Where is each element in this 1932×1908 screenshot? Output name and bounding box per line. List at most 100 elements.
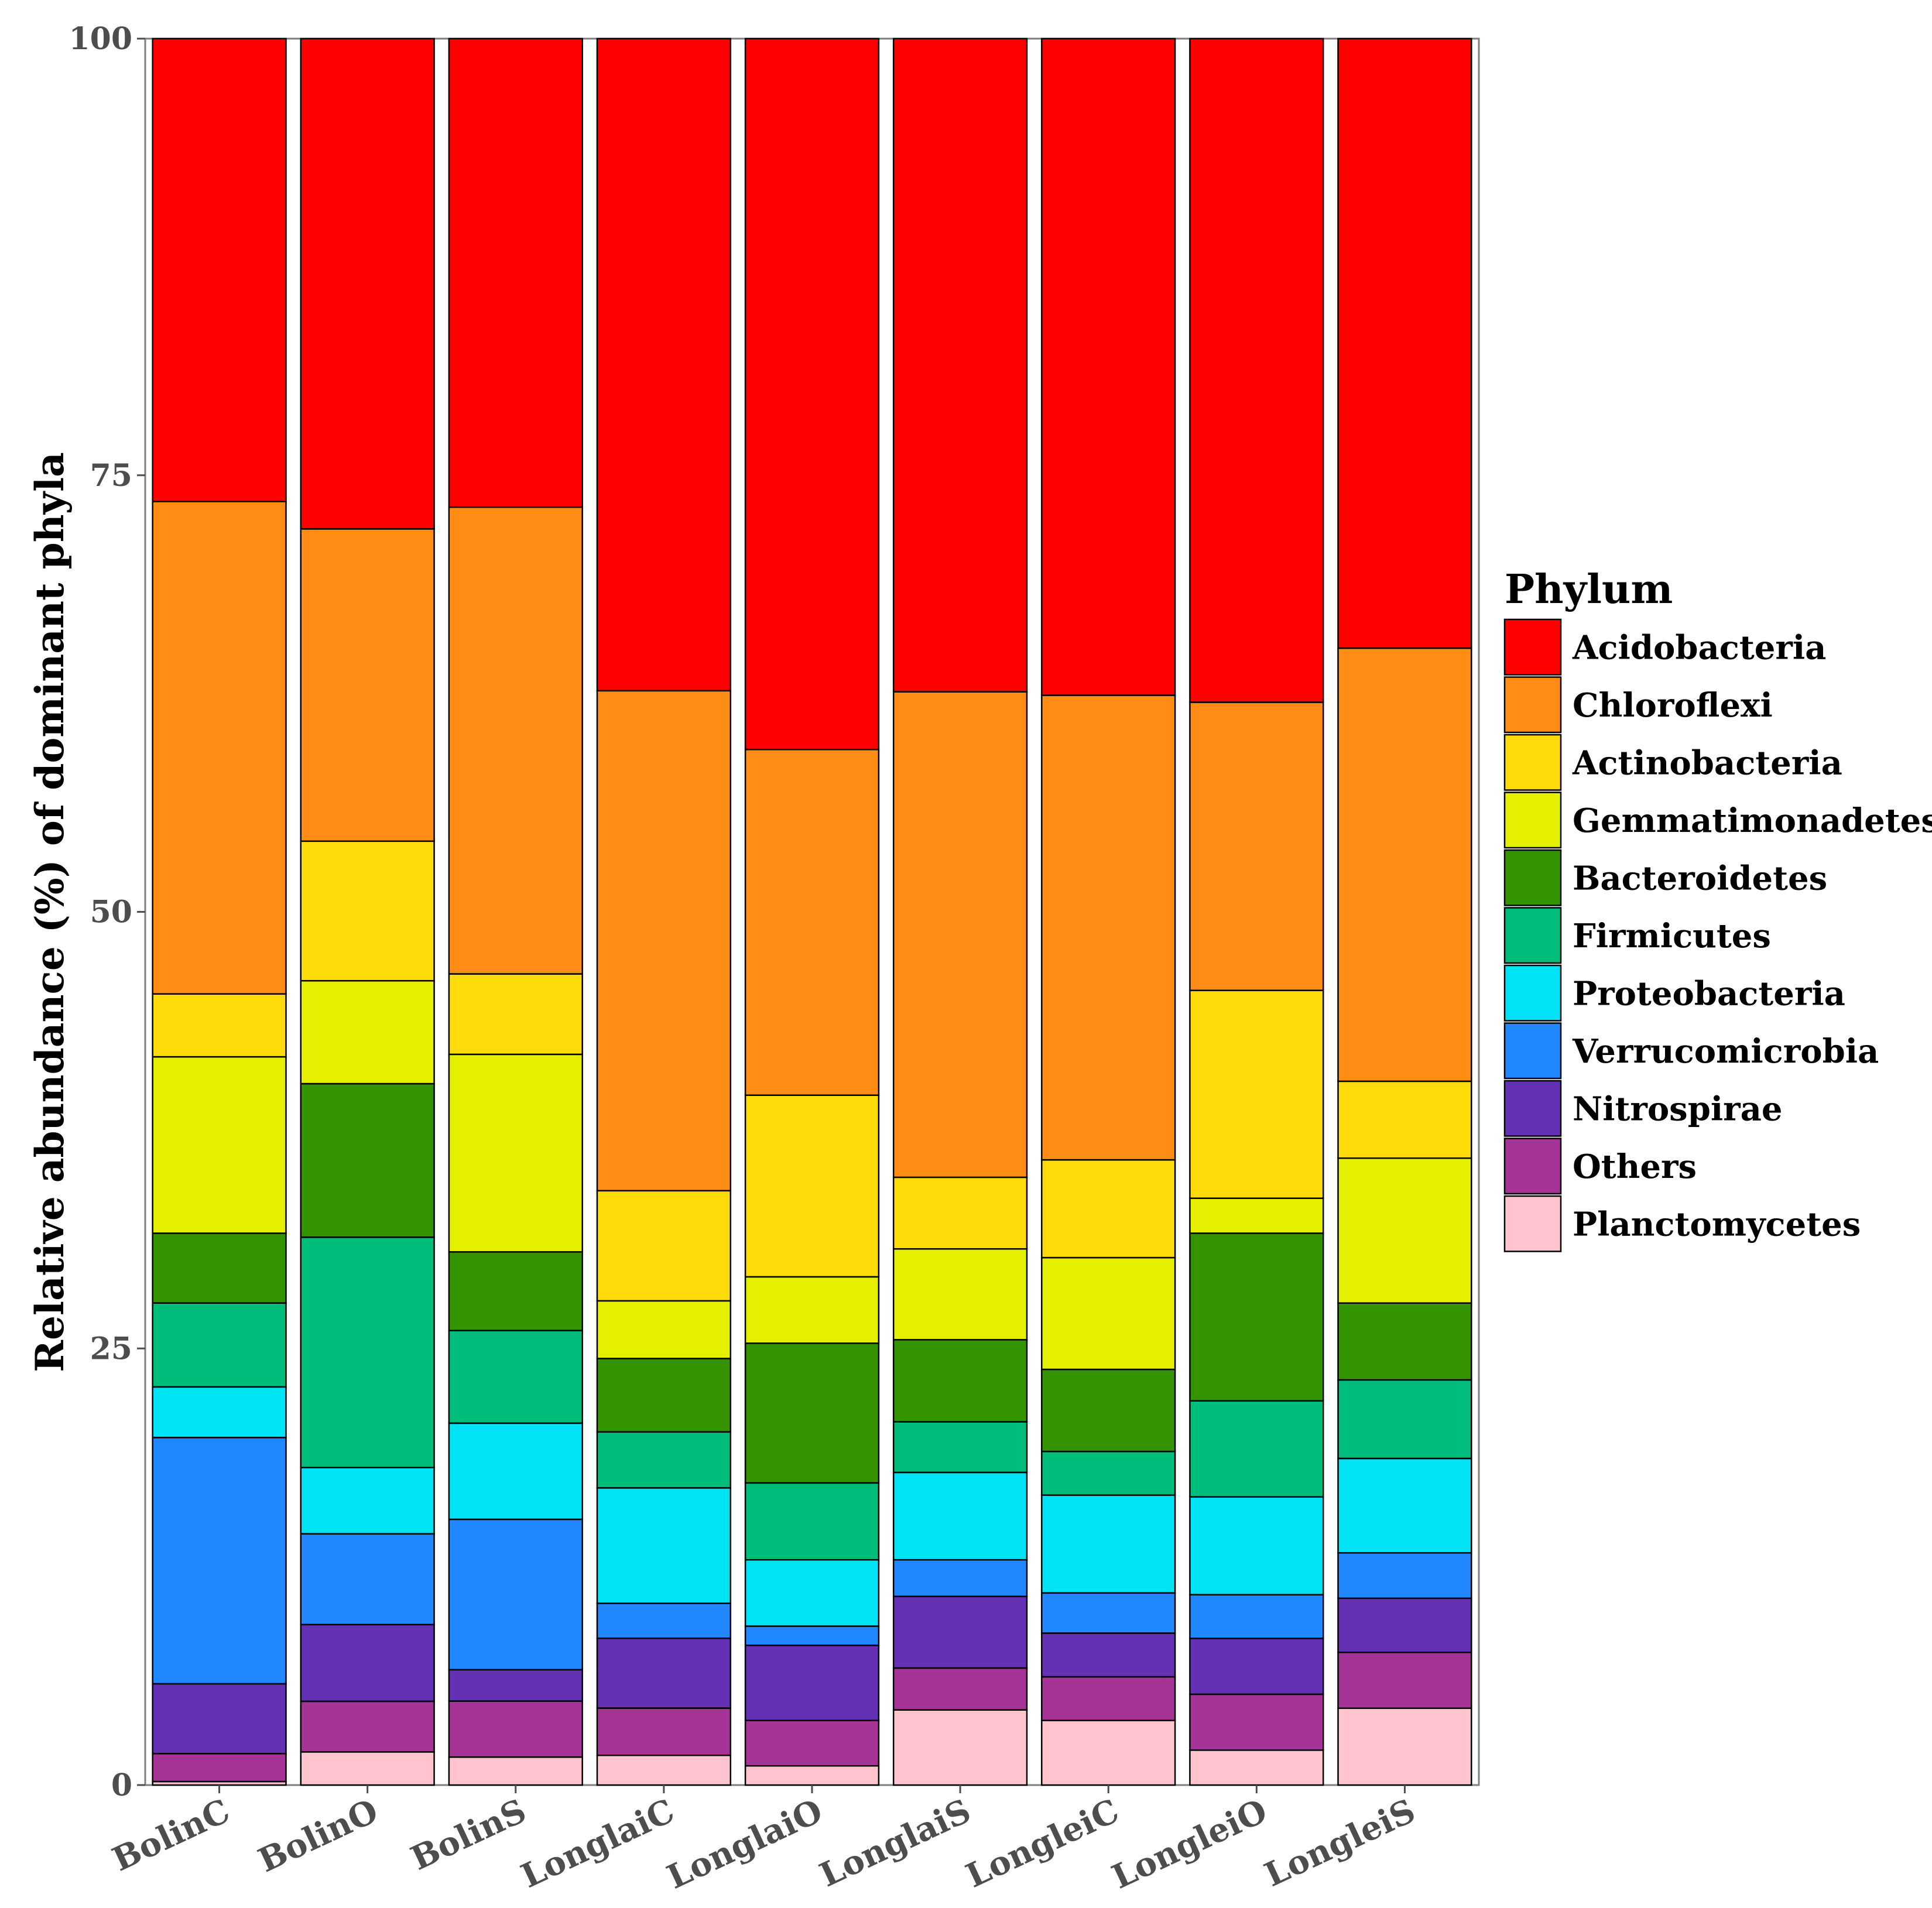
bar-segment-bolinc-nitrospirae (152, 1683, 287, 1755)
bar-segment-bolino-actinobacteria (300, 840, 435, 982)
bar-segment-longlaio-chloroflexi (744, 748, 880, 1096)
bar-segment-bolins-others (448, 1700, 583, 1758)
bar-segment-longlais-verrucomicrobia (892, 1558, 1028, 1598)
bar-segment-longlaic-actinobacteria (596, 1190, 732, 1302)
bar-segment-longlaio-acidobacteria (744, 37, 880, 751)
bar-segment-bolino-verrucomicrobia (300, 1533, 435, 1626)
bar-segment-bolins-planctomycetes (448, 1756, 583, 1786)
bar-segment-bolins-verrucomicrobia (448, 1518, 583, 1671)
bar-segment-longleic-nitrospirae (1041, 1632, 1176, 1678)
bar-segment-longleic-verrucomicrobia (1041, 1592, 1176, 1634)
bar-segment-longleis-actinobacteria (1337, 1080, 1472, 1159)
bar-segment-longleis-bacteroidetes (1337, 1302, 1472, 1381)
legend-key-chloroflexi (1503, 676, 1562, 734)
bar-segment-longleio-planctomycetes (1189, 1749, 1324, 1786)
bar-segment-longlais-proteobacteria (892, 1471, 1028, 1561)
y-tick-label: 75 (90, 458, 132, 494)
bar-segment-bolinc-firmicutes (152, 1302, 287, 1388)
legend-key-verrucomicrobia (1503, 1022, 1562, 1080)
bar-segment-longleis-nitrospirae (1337, 1597, 1472, 1653)
legend-label-nitrospirae: Nitrospirae (1573, 1090, 1783, 1128)
bar-segment-longlaio-proteobacteria (744, 1558, 880, 1627)
bar-segment-longlais-nitrospirae (892, 1595, 1028, 1669)
bar-segment-longlais-actinobacteria (892, 1176, 1028, 1250)
bar-segment-longlaic-acidobacteria (596, 37, 732, 692)
bar-segment-bolins-gemmatimonadetes (448, 1053, 583, 1253)
legend-key-gemmatimonadetes (1503, 792, 1562, 849)
x-category-label: BolinO (252, 1791, 383, 1880)
bar-segment-longlaic-verrucomicrobia (596, 1602, 732, 1639)
legend-label-verrucomicrobia: Verrucomicrobia (1572, 1032, 1879, 1071)
bar-segment-longleic-actinobacteria (1041, 1159, 1176, 1259)
bar-segment-longleis-acidobacteria (1337, 37, 1472, 649)
bar-segment-longlaic-nitrospirae (596, 1637, 732, 1709)
x-category-label: LonglaiS (814, 1791, 977, 1895)
bar-segment-longlaio-nitrospirae (744, 1645, 880, 1721)
bar-segment-longlais-others (892, 1667, 1028, 1711)
bars-layer (152, 37, 1472, 1786)
bar-segment-longlaio-verrucomicrobia (744, 1625, 880, 1646)
bar-segment-longlaic-others (596, 1707, 732, 1756)
x-category-label: LongleiC (960, 1791, 1125, 1896)
bar-segment-longleic-chloroflexi (1041, 694, 1176, 1161)
bar-segment-longlais-chloroflexi (892, 691, 1028, 1179)
bar-segment-bolino-chloroflexi (300, 528, 435, 842)
bar-segment-bolins-proteobacteria (448, 1422, 583, 1520)
bar-segment-longlais-acidobacteria (892, 37, 1028, 693)
bar-segment-longleio-proteobacteria (1189, 1496, 1324, 1596)
bar-segment-longlaic-chloroflexi (596, 690, 732, 1192)
bar-segment-longlaic-firmicutes (596, 1431, 732, 1489)
x-category-label: LongleiS (1259, 1791, 1421, 1895)
y-tick-label: 100 (68, 21, 132, 57)
bar-segment-bolins-bacteroidetes (448, 1251, 583, 1331)
bar-segment-longleic-others (1041, 1676, 1176, 1721)
legend-label-firmicutes: Firmicutes (1573, 917, 1771, 955)
bar-segment-longleic-bacteroidetes (1041, 1368, 1176, 1453)
bar-segment-longlaio-actinobacteria (744, 1094, 880, 1278)
bar-segment-bolino-gemmatimonadetes (300, 979, 435, 1085)
bar-segment-longlaio-bacteroidetes (744, 1342, 880, 1484)
bar-segment-longleis-proteobacteria (1337, 1457, 1472, 1554)
bar-segment-bolino-acidobacteria (300, 37, 435, 530)
bar-segment-longlaic-bacteroidetes (596, 1358, 732, 1433)
bar-segment-longlais-firmicutes (892, 1421, 1028, 1474)
legend-label-others: Others (1573, 1147, 1697, 1186)
bar-segment-longlaio-gemmatimonadetes (744, 1276, 880, 1344)
bar-segment-bolino-bacteroidetes (300, 1083, 435, 1238)
legend-label-chloroflexi: Chloroflexi (1573, 686, 1773, 725)
bar-segment-longleis-others (1337, 1652, 1472, 1710)
bar-segment-longleio-acidobacteria (1189, 37, 1324, 703)
bar-segment-bolins-firmicutes (448, 1330, 583, 1424)
bar-segment-bolinc-actinobacteria (152, 993, 287, 1058)
bar-segment-bolino-firmicutes (300, 1236, 435, 1468)
legend-key-acidobacteria (1503, 618, 1562, 676)
bar-segment-longleio-gemmatimonadetes (1189, 1197, 1324, 1234)
legend-title: Phylum (1505, 566, 1673, 613)
legend-label-proteobacteria: Proteobacteria (1573, 974, 1845, 1013)
bar-segment-bolins-acidobacteria (448, 37, 583, 508)
bar-segment-bolinc-chloroflexi (152, 501, 287, 995)
bar-segment-bolins-nitrospirae (448, 1669, 583, 1702)
legend-label-bacteroidetes: Bacteroidetes (1573, 859, 1827, 898)
y-tick-label: 50 (90, 895, 132, 930)
x-category-label: LongleiO (1106, 1791, 1273, 1897)
bar-segment-longleio-firmicutes (1189, 1400, 1324, 1498)
bar-segment-longleic-firmicutes (1041, 1450, 1176, 1496)
bar-segment-longleic-proteobacteria (1041, 1494, 1176, 1594)
y-axis: 0 25 50 75 100 (68, 21, 145, 1803)
bar-segment-bolino-nitrospirae (300, 1623, 435, 1703)
bar-segment-longlais-planctomycetes (892, 1709, 1028, 1786)
y-tick-label: 25 (90, 1331, 132, 1366)
bar-segment-bolins-actinobacteria (448, 973, 583, 1056)
legend-key-proteobacteria (1503, 964, 1562, 1022)
bar-segment-bolinc-acidobacteria (152, 37, 287, 502)
y-axis-title: Relative abundance (%) of dominant phyla (27, 452, 73, 1372)
x-axis: BolinC BolinO BolinSLonglaiCLonglaiOLongla… (107, 1785, 1421, 1897)
bar-segment-longleic-gemmatimonadetes (1041, 1256, 1176, 1371)
x-category-label: LonglaiC (515, 1791, 680, 1896)
x-category-label: BolinC (107, 1791, 235, 1879)
legend-key-bacteroidetes (1503, 849, 1562, 906)
x-category-label: BolinS (405, 1791, 532, 1878)
